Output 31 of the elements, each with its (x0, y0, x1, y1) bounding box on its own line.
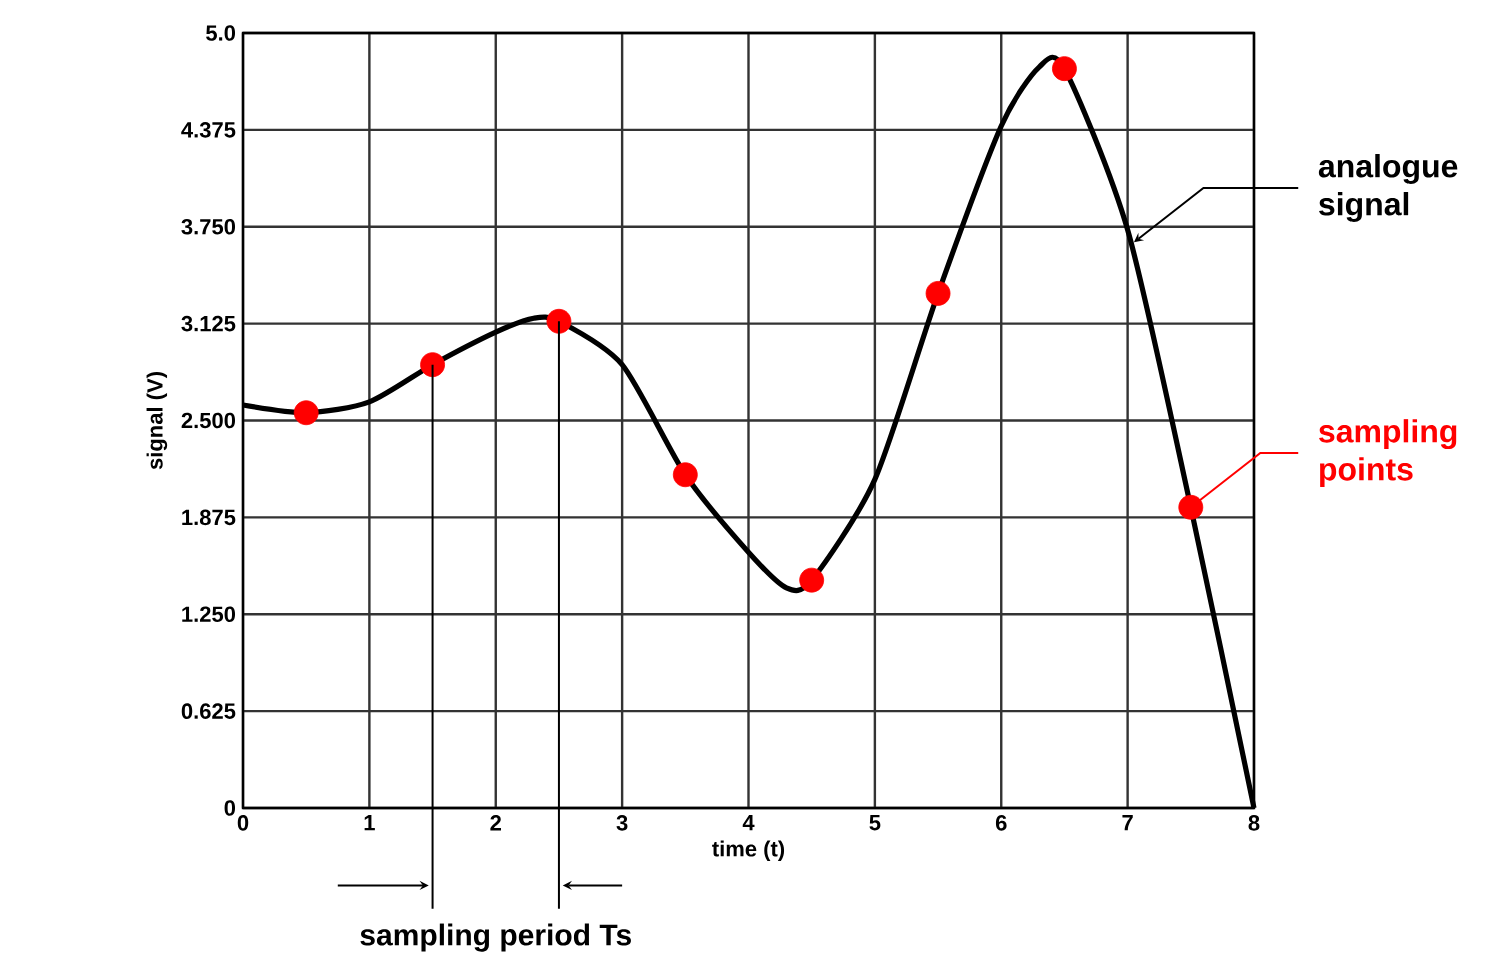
y-tick-label: 0 (224, 800, 236, 816)
point (293, 400, 319, 426)
x-axis-title: time (t) (712, 840, 785, 861)
y-tick-label: 3.125 (181, 315, 236, 332)
x-tick-label: 2 (490, 815, 501, 831)
y-tick-label: 2.500 (181, 412, 236, 429)
y-tick-label: 0.625 (181, 703, 236, 719)
x-tick-label: 0 (237, 815, 249, 831)
point (799, 567, 825, 593)
y-tick-label: 1.875 (182, 509, 236, 526)
y-tick-label: 5.0 (206, 25, 236, 41)
y-axis-title: signal (V) (146, 372, 168, 470)
annotation: analogue signal (1318, 154, 1458, 222)
point (925, 280, 951, 306)
annotation: sampling points (1319, 419, 1457, 487)
point (1052, 56, 1077, 82)
y-tick-label: 4.375 (181, 122, 236, 138)
point (1178, 494, 1204, 520)
text: sampling period Ts (360, 923, 631, 952)
x-tick-label: 4 (742, 815, 755, 831)
point (420, 352, 445, 378)
x-tick-label: 3 (616, 815, 628, 831)
point (672, 462, 698, 488)
point (546, 308, 572, 334)
y-tick-label: 1.250 (182, 606, 236, 623)
y-tick-label: 3.750 (181, 218, 236, 235)
x-tick-label: 7 (1122, 815, 1133, 831)
x-tick-label: 8 (1248, 815, 1260, 831)
x-tick-label: 1 (364, 815, 375, 831)
x-tick-label: 5 (869, 815, 881, 831)
x-tick-label: 6 (995, 815, 1007, 831)
